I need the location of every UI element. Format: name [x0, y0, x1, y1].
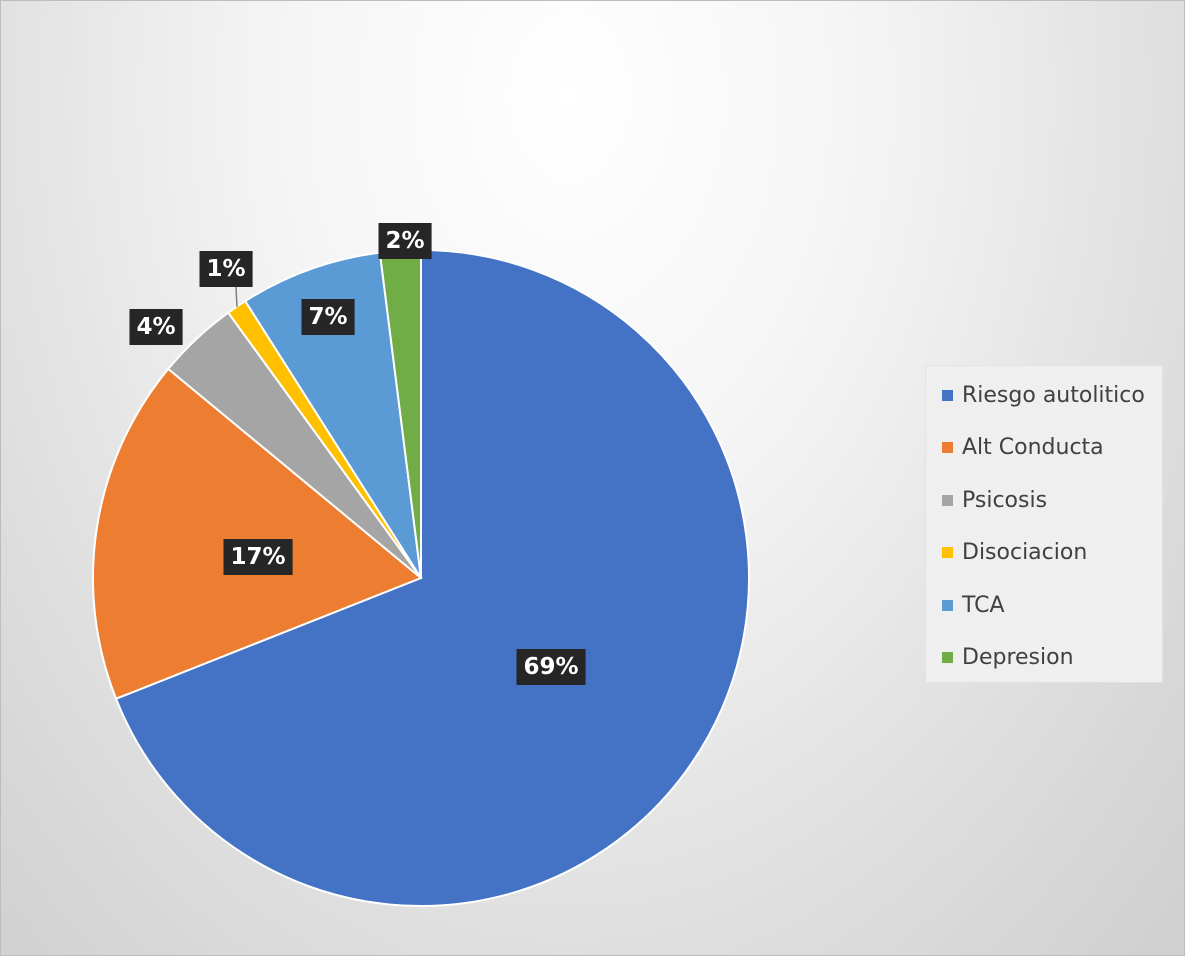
legend-label: Psicosis: [962, 487, 1048, 513]
data-label-value: 69%: [523, 654, 578, 680]
legend-swatch: [942, 547, 953, 559]
legend-swatch: [942, 389, 953, 401]
data-label-value: 4%: [136, 314, 175, 340]
pie-slice-tca: [243, 251, 422, 579]
legend-swatch: [942, 599, 953, 611]
data-label-box: [223, 539, 293, 575]
legend-item-psicosis: Psicosis: [942, 474, 1162, 527]
data-label-value: 7%: [308, 304, 347, 330]
legend-label: Depresion: [962, 645, 1074, 671]
legend-item-alt-conducta: Alt Conducta: [942, 422, 1162, 475]
data-label-value: 2%: [385, 228, 424, 254]
legend-item-depresion: Depresion: [942, 632, 1162, 685]
legend: Riesgo autolitico Alt Conducta Psicosis Dis…: [925, 365, 1163, 683]
pie-slice-riesgo-autolitico: [114, 248, 750, 907]
data-label-value: 17%: [230, 544, 285, 570]
legend-label: TCA: [962, 592, 1005, 618]
data-label-box: [378, 223, 432, 259]
data-label-disociacion: 1%: [199, 251, 253, 287]
legend-label: Disociacion: [962, 540, 1088, 566]
data-label-depresion: 2%: [378, 223, 432, 259]
data-label-box: [301, 299, 355, 335]
data-label-box: [516, 649, 586, 685]
legend-label: Riesgo autolitico: [962, 382, 1145, 408]
data-label-value: 1%: [206, 256, 245, 282]
legend-swatch: [942, 442, 953, 454]
data-label-psicosis: 4%: [129, 309, 183, 345]
data-label-box: [129, 309, 183, 345]
data-label-alt-conducta: 17%: [223, 539, 293, 575]
pie-slice-alt-conducta: [92, 367, 423, 701]
legend-item-disociacion: Disociacion: [942, 527, 1162, 580]
data-label-box: [199, 251, 253, 287]
legend-swatch: [942, 494, 953, 506]
legend-swatch: [942, 652, 953, 664]
legend-item-tca: TCA: [942, 579, 1162, 632]
leader-line: [235, 286, 238, 308]
data-label-tca: 7%: [301, 299, 355, 335]
data-label-riesgo-autolitico: 69%: [516, 649, 586, 685]
legend-item-riesgo-autolitico: Riesgo autolitico: [942, 369, 1162, 422]
legend-label: Alt Conducta: [962, 435, 1104, 461]
